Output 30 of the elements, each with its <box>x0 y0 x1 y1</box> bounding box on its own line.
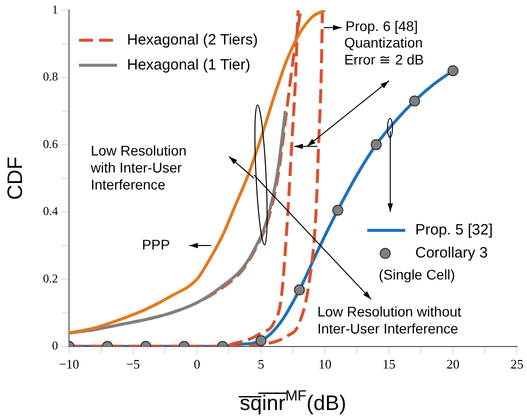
x-tick-label: 10 <box>318 356 332 372</box>
annotation: Low Resolution with Inter-User Interference <box>90 142 186 192</box>
annotation: Quantization Error ≅ 2 dB <box>344 34 424 68</box>
point <box>409 95 420 106</box>
x-tick-label: 20 <box>446 356 460 372</box>
x-tick-label: 25 <box>510 356 524 372</box>
text: PPP <box>142 236 170 252</box>
y-tick-label: 0.8 <box>43 70 58 84</box>
legend-label: Prop. 5 [32] <box>415 222 493 239</box>
legend-label: Hexagonal (2 Tiers) <box>127 31 258 48</box>
x-tick-label: 0 <box>194 356 200 372</box>
y-tick-label: 0.2 <box>43 271 58 286</box>
point <box>370 139 382 150</box>
x-tick-label: 5 <box>258 356 264 372</box>
annotation: Prop. 6 [48] <box>345 18 418 34</box>
y-tick-label: 1 <box>52 2 58 16</box>
point <box>448 65 458 76</box>
y-tick-label: 0 <box>52 338 58 353</box>
x-tick-label: −10 <box>58 356 80 372</box>
annotation: (Single Cell) <box>378 266 456 283</box>
legend-label: Corollary 3 <box>415 244 488 262</box>
x-tick-label: 15 <box>382 356 396 372</box>
point <box>332 204 344 216</box>
y-tick-label: 0.6 <box>43 136 58 151</box>
line-series <box>69 110 287 334</box>
x-tick-label: −5 <box>126 356 140 372</box>
y-axis-title: CDF <box>4 156 27 200</box>
legend-label: Hexagonal (1 Tier) <box>127 56 250 74</box>
y-tick-label: 0.4 <box>43 204 58 218</box>
annotation: Low Resolution without Inter-User Interference <box>317 304 462 337</box>
